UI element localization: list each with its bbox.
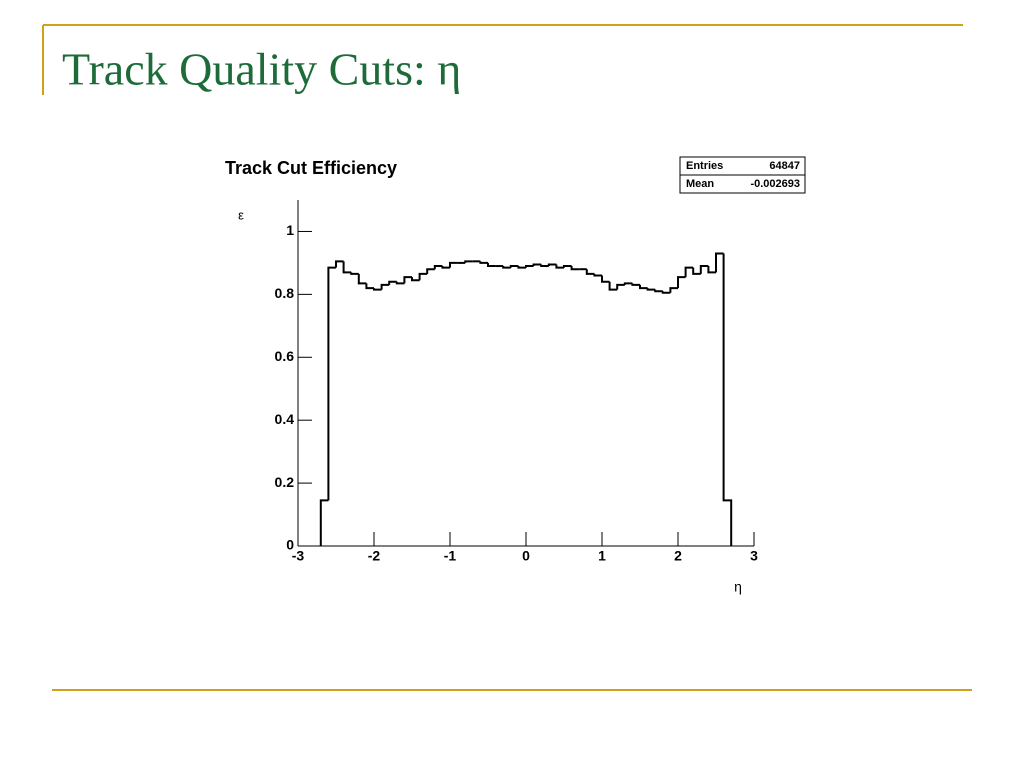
histogram-bin — [449, 261, 458, 268]
histogram-bin — [547, 263, 557, 267]
histogram-bin — [464, 260, 473, 263]
histogram-bin — [319, 499, 329, 546]
y-tick-label: 0.8 — [275, 285, 295, 301]
histogram-bin — [631, 283, 640, 286]
y-tick-label: 0 — [286, 537, 294, 553]
histogram-bin — [654, 289, 663, 293]
histogram-bin — [699, 265, 709, 274]
histogram-bin — [677, 276, 686, 289]
x-axis-label: η — [734, 579, 742, 595]
histogram-bin — [342, 261, 352, 274]
histogram-bin — [380, 283, 390, 290]
histogram-bin — [441, 266, 450, 269]
x-tick-label: 3 — [750, 548, 758, 564]
histogram-bin — [426, 268, 435, 274]
histogram-bin — [350, 272, 359, 275]
histogram-bin — [722, 253, 733, 546]
histogram-bin — [570, 266, 580, 271]
histogram-bin — [487, 262, 496, 268]
y-axis-label: ε — [238, 207, 244, 222]
y-tick-label: 1 — [286, 222, 294, 238]
histogram-bin — [684, 266, 694, 278]
histogram-bin — [388, 280, 397, 285]
histogram-bin — [616, 283, 625, 290]
histogram-bin — [395, 281, 405, 285]
histogram-bin — [411, 277, 420, 282]
histogram-bin — [707, 266, 716, 274]
y-tick-label: 0.4 — [275, 411, 295, 427]
x-tick-label: -2 — [368, 548, 381, 564]
histogram-bin — [335, 260, 344, 268]
stats-value: -0.002693 — [750, 178, 800, 190]
histogram-bin — [593, 273, 602, 277]
x-tick-label: -1 — [444, 548, 457, 564]
x-tick-label: -3 — [292, 548, 305, 564]
stats-value: 64847 — [769, 160, 800, 172]
histogram-bin — [509, 265, 519, 268]
histogram-bin — [532, 263, 542, 267]
histogram-bin — [373, 288, 382, 291]
histogram-bin — [357, 273, 367, 285]
histogram-bin — [563, 265, 572, 268]
histogram-bin — [540, 264, 549, 268]
histogram-bin — [327, 266, 336, 501]
x-tick-label: 0 — [522, 548, 530, 564]
y-tick-label: 0.6 — [275, 348, 295, 364]
histogram-bin — [403, 276, 412, 284]
stats-label: Mean — [686, 178, 714, 190]
x-tick-label: 2 — [674, 548, 682, 564]
x-tick-label: 1 — [598, 548, 606, 564]
histogram-bin — [715, 252, 724, 273]
slide-title: Track Quality Cuts: η — [62, 44, 461, 95]
chart-title: Track Cut Efficiency — [225, 158, 397, 178]
histogram-bin — [623, 282, 633, 285]
histogram-bin — [525, 265, 534, 268]
histogram-bin — [555, 264, 564, 269]
histogram-bin — [418, 272, 428, 281]
histogram-bin — [365, 283, 374, 290]
histogram-bin — [433, 265, 443, 270]
histogram-bin — [669, 287, 678, 293]
histogram-bin — [502, 266, 511, 269]
histogram-bin — [639, 284, 648, 290]
histogram-bin — [661, 291, 671, 294]
histogram-bin — [692, 267, 701, 275]
histogram-bin — [585, 269, 595, 275]
stats-label: Entries — [686, 160, 723, 172]
histogram-bin — [608, 281, 618, 291]
histogram-bin — [646, 288, 656, 291]
histogram-bin — [601, 275, 610, 283]
y-tick-label: 0.2 — [275, 474, 295, 490]
histogram-bin — [517, 266, 526, 269]
histogram-bin — [479, 261, 488, 264]
